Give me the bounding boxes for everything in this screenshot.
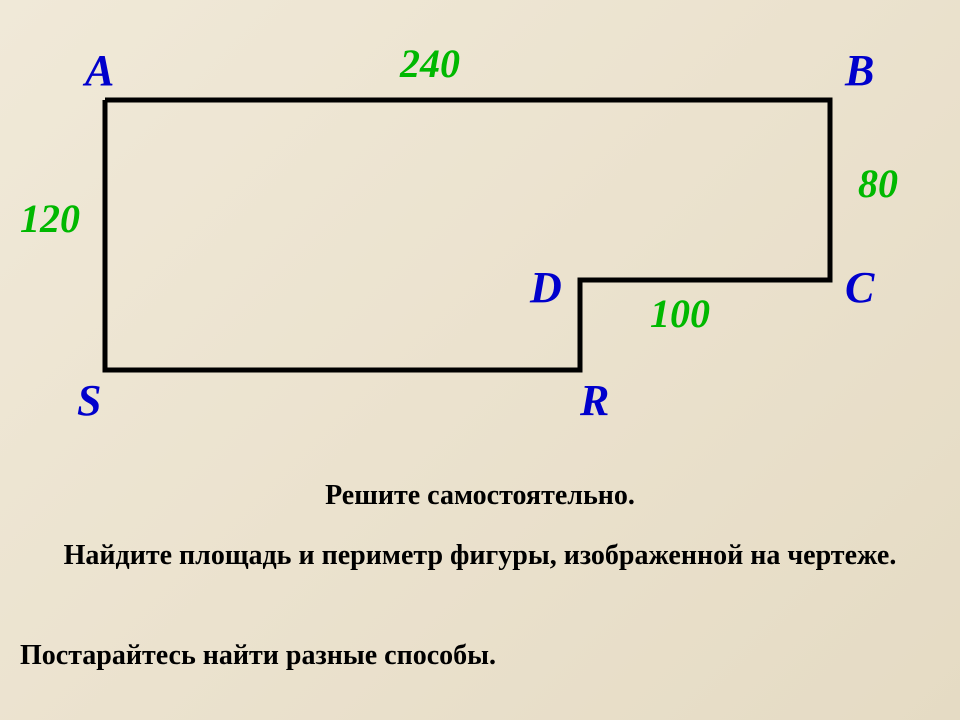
dimension-top: 240 [400, 40, 460, 87]
dimension-left: 120 [20, 195, 80, 242]
vertex-S: S [77, 375, 101, 426]
polygon-shape [0, 0, 960, 720]
caption-line3: Постарайтесь найти разные способы. [20, 640, 496, 672]
geometry-diagram: A B C D R S 240 80 120 100 Решите самост… [0, 0, 960, 720]
dimension-right: 80 [858, 160, 898, 207]
caption-line2: Найдите площадь и периметр фигуры, изобр… [60, 540, 900, 572]
vertex-D: D [530, 262, 562, 313]
vertex-R: R [580, 375, 609, 426]
caption-line1: Решите самостоятельно. [0, 480, 960, 512]
vertex-B: B [845, 45, 874, 96]
vertex-A: A [85, 45, 114, 96]
dimension-mid: 100 [650, 290, 710, 337]
vertex-C: C [845, 262, 874, 313]
